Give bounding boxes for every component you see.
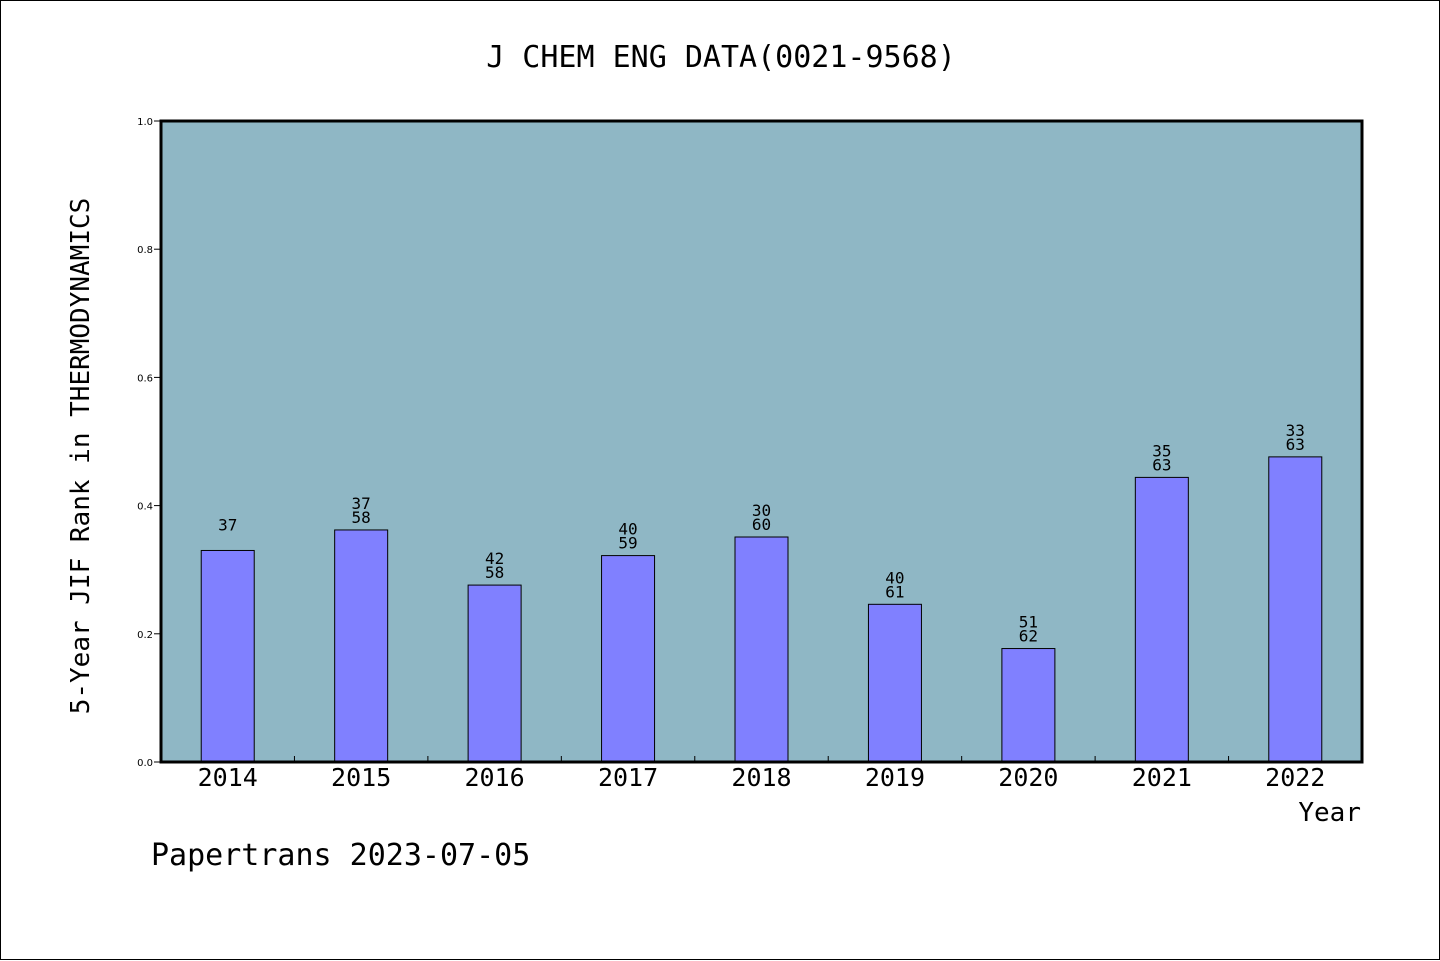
- bar-rank-label: 37: [352, 494, 371, 513]
- y-tick-label: 0.4: [137, 502, 153, 513]
- bar-total-label: 63: [1152, 455, 1171, 474]
- bar-rank-label: 33: [1286, 421, 1305, 440]
- bar-rank-label: 35: [1152, 441, 1171, 460]
- bar: [867, 603, 922, 763]
- x-tick-label: 2017: [598, 763, 658, 792]
- x-tick-label: 2014: [198, 763, 258, 792]
- bar: [1268, 456, 1323, 763]
- bar-rank-label: 40: [618, 520, 637, 539]
- x-tick-label: 2019: [865, 763, 925, 792]
- chart-title: J CHEM ENG DATA(0021-9568): [486, 40, 956, 75]
- bar-total-label: 60: [752, 515, 771, 534]
- x-axis-label: Year: [1298, 798, 1361, 828]
- bar-total-label: 59: [618, 534, 637, 553]
- bar-rank-label: 40: [885, 568, 904, 587]
- bar-rank-label: 51: [1019, 613, 1038, 632]
- bar-total-label: 63: [1286, 435, 1305, 454]
- y-tick-label: 0.0: [137, 758, 153, 769]
- plot-border: [159, 119, 1364, 764]
- bar: [601, 555, 656, 763]
- x-tick-label: 2015: [331, 763, 391, 792]
- bar: [467, 584, 522, 763]
- bar-total-label: 61: [885, 582, 904, 601]
- x-tick-label: 2020: [998, 763, 1058, 792]
- y-tick-label: 0.6: [137, 373, 153, 384]
- bar: [334, 529, 389, 763]
- bar: [1134, 476, 1189, 763]
- x-tick-label: 2022: [1265, 763, 1325, 792]
- bar: [200, 549, 255, 763]
- x-tick-label: 2016: [465, 763, 525, 792]
- footer-credit: Papertrans 2023-07-05: [151, 838, 530, 873]
- bar-rank-label: 42: [485, 549, 504, 568]
- y-tick-label: 0.2: [137, 630, 153, 641]
- y-tick-label: 0.8: [137, 245, 153, 256]
- bar-total-label: 62: [1019, 627, 1038, 646]
- bar-rank-label: 37: [218, 515, 237, 534]
- plot-area: 0.00.20.40.60.81.03720143758201542582016…: [137, 117, 1364, 792]
- bar-total-label: 58: [352, 508, 371, 527]
- bar: [734, 536, 789, 763]
- x-tick-label: 2021: [1132, 763, 1192, 792]
- bar: [1001, 648, 1056, 763]
- bar-total-label: 58: [485, 563, 504, 582]
- x-tick-label: 2018: [731, 763, 791, 792]
- y-axis-label: 5-Year JIF Rank in THERMODYNAMICS: [66, 198, 96, 715]
- bar-rank-label: 30: [752, 501, 771, 520]
- y-tick-label: 1.0: [137, 117, 153, 128]
